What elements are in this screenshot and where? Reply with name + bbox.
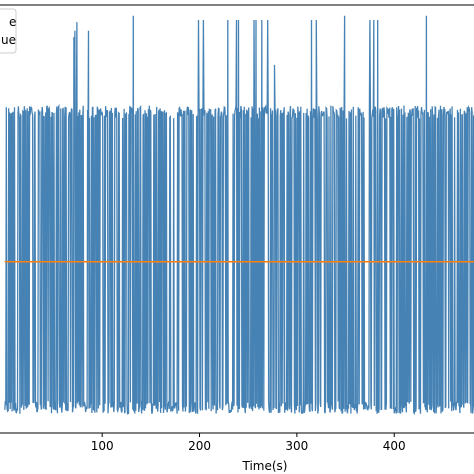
- plot-area: [4, 15, 474, 416]
- axes: 100 200 300 400: [0, 4, 474, 453]
- legend-entry-label: e: [9, 15, 16, 29]
- legend-box: [0, 8, 17, 54]
- x-tick-label: 300: [285, 439, 308, 453]
- legend: e ue: [0, 8, 17, 54]
- series-line-blue: [4, 15, 474, 416]
- x-tick-label: 200: [188, 439, 211, 453]
- legend-entry-label: ue: [1, 33, 16, 47]
- plot-frame: [0, 4, 474, 434]
- x-tick-label: 400: [383, 439, 406, 453]
- x-tick-label: 100: [91, 439, 114, 453]
- x-axis-label: Time(s): [242, 459, 288, 473]
